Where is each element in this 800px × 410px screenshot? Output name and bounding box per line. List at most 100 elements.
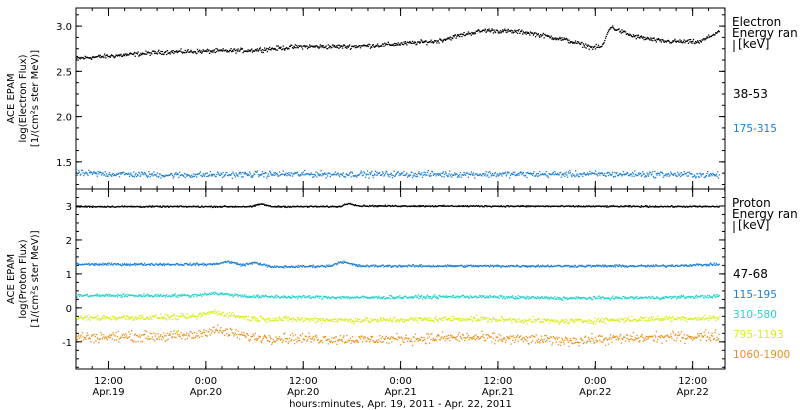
data-point — [496, 205, 498, 207]
data-point — [134, 174, 136, 176]
data-point — [435, 206, 437, 208]
data-point — [543, 205, 545, 208]
data-point — [395, 205, 397, 207]
data-point — [169, 263, 171, 266]
data-point — [341, 174, 344, 176]
data-point — [166, 53, 168, 56]
data-point — [354, 45, 356, 47]
data-point — [136, 175, 138, 178]
data-point — [579, 43, 582, 46]
data-point — [149, 264, 151, 266]
data-point — [552, 205, 554, 208]
data-point — [426, 205, 429, 207]
data-point — [88, 172, 91, 174]
data-point — [675, 175, 677, 177]
data-point — [481, 295, 483, 297]
data-point — [379, 204, 381, 207]
data-point — [624, 206, 626, 208]
data-point — [128, 54, 130, 56]
data-point — [118, 264, 120, 266]
data-point — [256, 50, 258, 52]
data-point — [145, 174, 147, 176]
data-point — [502, 296, 504, 298]
data-point — [289, 296, 291, 299]
data-point — [651, 295, 653, 297]
data-point — [495, 296, 497, 299]
data-point — [376, 45, 378, 47]
data-point — [333, 264, 335, 266]
data-point — [425, 174, 427, 176]
data-point — [350, 47, 352, 50]
data-point — [597, 172, 600, 174]
data-point — [133, 296, 136, 298]
data-point — [586, 298, 588, 300]
data-point — [115, 174, 117, 177]
data-point — [686, 265, 688, 268]
data-point — [121, 316, 123, 318]
data-point — [274, 265, 276, 267]
data-point — [700, 295, 702, 297]
data-point — [229, 295, 231, 297]
data-point — [127, 318, 129, 320]
data-point — [401, 296, 404, 299]
data-point — [203, 294, 205, 296]
data-point — [76, 318, 78, 320]
data-point — [639, 37, 641, 39]
data-point — [330, 297, 332, 299]
data-point — [592, 205, 595, 207]
data-point — [411, 264, 414, 266]
data-point — [116, 173, 118, 175]
data-point — [205, 293, 207, 295]
data-point — [171, 50, 173, 52]
data-point — [341, 296, 343, 298]
data-point — [660, 205, 662, 208]
data-point — [547, 298, 549, 300]
data-point — [93, 316, 96, 318]
data-point — [655, 205, 657, 207]
data-point — [619, 297, 621, 299]
data-point — [397, 171, 399, 173]
data-point — [84, 205, 86, 207]
data-point — [567, 298, 570, 300]
data-point — [628, 175, 630, 177]
data-point — [692, 39, 695, 41]
data-point — [444, 205, 446, 207]
data-point — [171, 315, 173, 317]
data-point — [106, 54, 108, 56]
data-point — [452, 205, 454, 207]
data-point — [188, 295, 190, 298]
data-point — [391, 205, 393, 207]
data-point — [510, 264, 512, 267]
data-point — [525, 266, 527, 268]
data-point — [263, 263, 265, 265]
data-point — [379, 172, 381, 174]
data-point — [257, 294, 259, 296]
data-point — [90, 172, 92, 174]
data-point — [225, 205, 227, 208]
data-point — [577, 297, 579, 299]
data-point — [431, 266, 433, 268]
data-point — [226, 50, 229, 52]
data-point — [672, 296, 675, 298]
data-point — [240, 173, 242, 175]
data-point — [336, 45, 338, 47]
data-point — [212, 173, 214, 175]
data-point — [108, 55, 111, 58]
data-point — [379, 297, 382, 299]
data-point — [675, 174, 677, 176]
data-point — [514, 171, 516, 173]
data-point — [188, 206, 191, 208]
data-point — [426, 174, 428, 176]
data-point — [590, 266, 592, 268]
data-point — [151, 315, 154, 317]
data-point — [539, 173, 542, 176]
data-point — [392, 205, 394, 207]
data-point — [626, 33, 628, 35]
data-point — [667, 206, 670, 208]
data-point — [180, 205, 182, 207]
data-point — [359, 264, 361, 266]
data-point — [542, 205, 544, 207]
data-point — [537, 265, 539, 267]
data-point — [176, 315, 178, 317]
data-point — [286, 206, 289, 208]
